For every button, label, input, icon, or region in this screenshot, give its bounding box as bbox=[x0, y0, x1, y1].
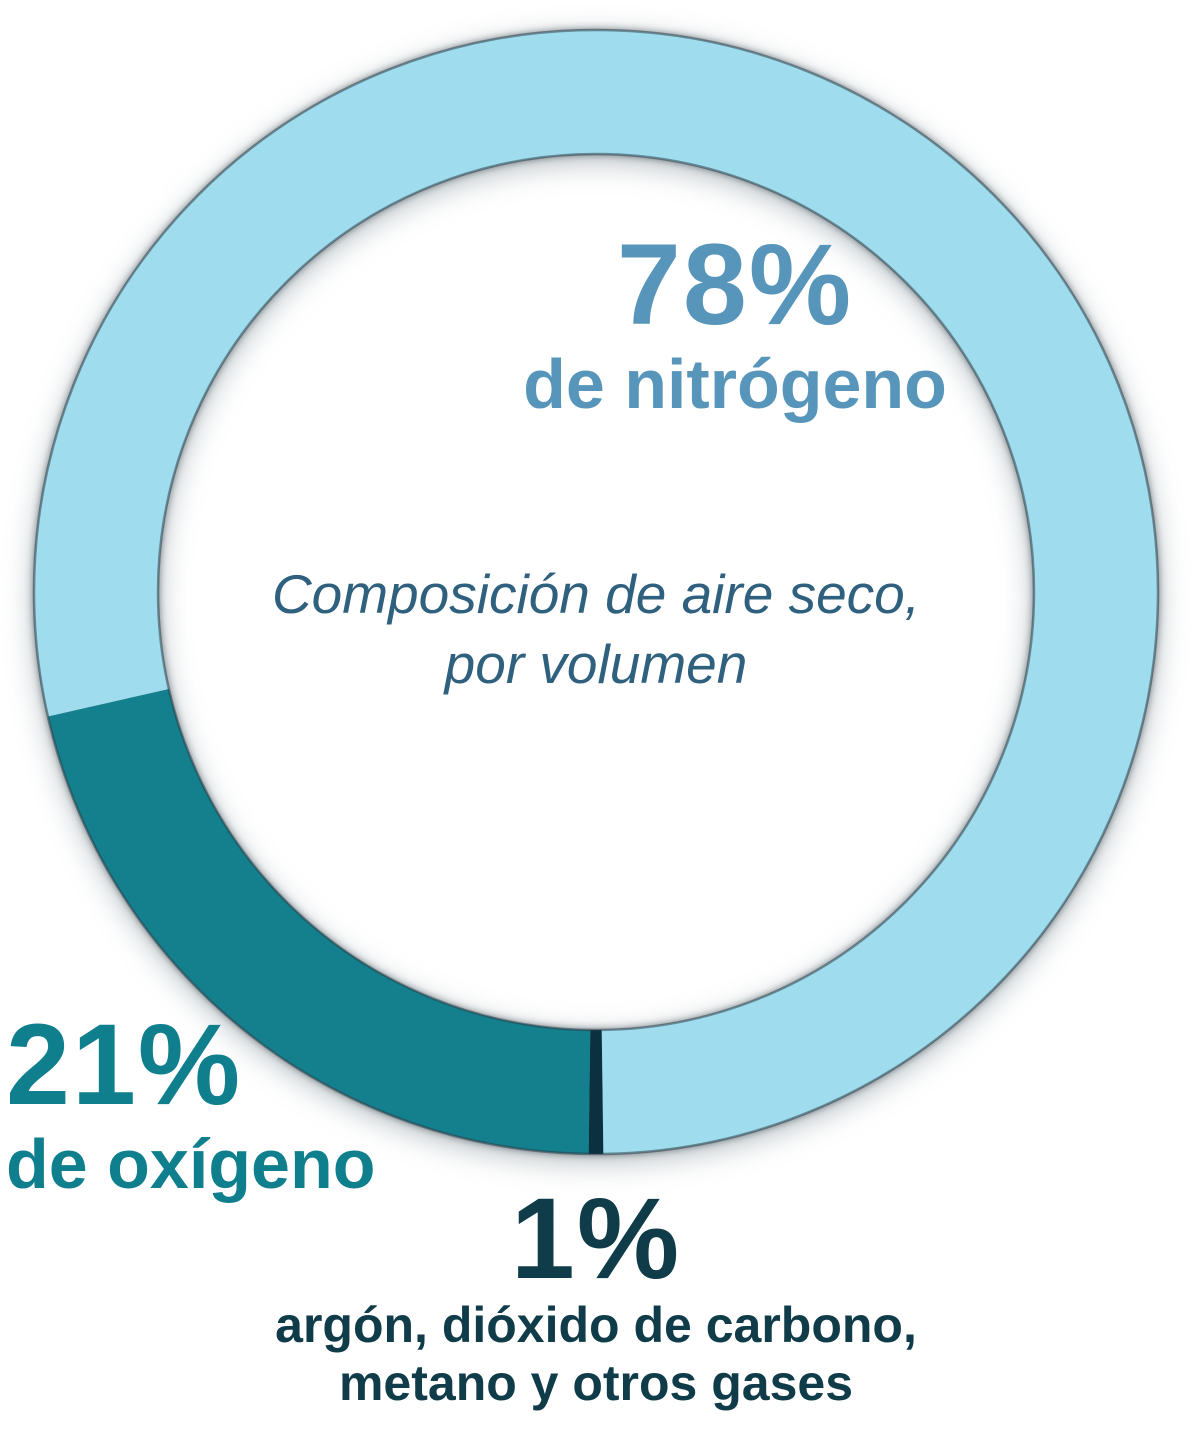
center-title-line2: por volumen bbox=[444, 632, 748, 695]
oxygen-percent: 21% bbox=[6, 1001, 243, 1129]
donut-outer-rim bbox=[32, 28, 1160, 1156]
segment-oxygen bbox=[47, 689, 591, 1154]
other-gases-percent: 1% bbox=[510, 1175, 682, 1303]
oxygen-label: 21% de oxígeno bbox=[6, 1001, 376, 1203]
chart-center-title: Composición de aire seco, por volumen bbox=[96, 560, 1096, 700]
center-title-line1: Composición de aire seco, bbox=[271, 563, 921, 625]
other-gases-name-line1: argón, dióxido de carbono, bbox=[275, 1297, 917, 1353]
donut-ring bbox=[32, 28, 1160, 1156]
segment-other bbox=[588, 1029, 604, 1154]
nitrogen-name: de nitrógeno bbox=[523, 345, 947, 423]
nitrogen-percent: 78% bbox=[616, 221, 854, 349]
other-gases-name-line2: metano y otros gases bbox=[338, 1354, 854, 1411]
other-gases-label: 1% argón, dióxido de carbono, metano y o… bbox=[146, 1182, 1046, 1412]
nitrogen-label: 78% de nitrógeno bbox=[435, 221, 1035, 423]
oxygen-name: de oxígeno bbox=[6, 1125, 376, 1203]
donut-inner-rim bbox=[156, 152, 1036, 1032]
